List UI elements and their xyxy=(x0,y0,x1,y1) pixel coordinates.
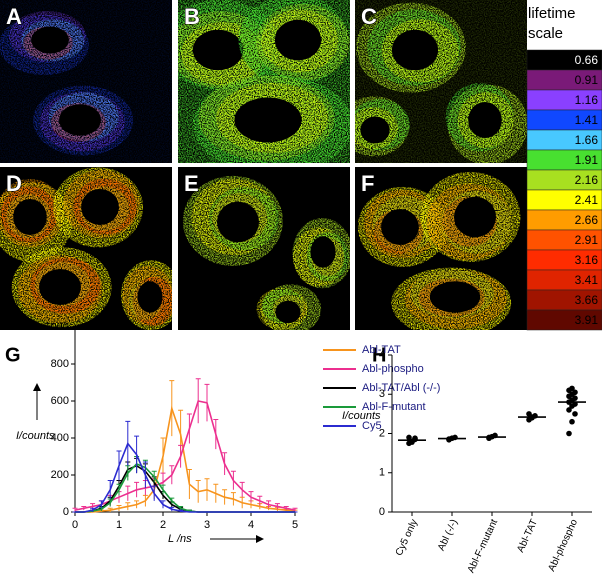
y-tick-label: 1000 xyxy=(45,321,69,333)
scale-label: 0.66 xyxy=(575,53,599,67)
nucleus xyxy=(391,29,439,71)
y-tick-label: 200 xyxy=(51,469,69,481)
x-tick-label: Abl (-/-) xyxy=(436,518,460,553)
cells xyxy=(357,171,521,330)
microscopy-panel: B xyxy=(178,0,350,163)
y-tick-label: 0 xyxy=(379,506,385,518)
scale-label: 2.16 xyxy=(575,173,599,187)
nucleus xyxy=(381,209,419,245)
nucleus xyxy=(454,196,496,238)
nucleus xyxy=(137,281,163,313)
cells xyxy=(355,0,527,163)
data-point xyxy=(406,434,412,441)
x-tick-label: Cy5 only xyxy=(394,518,420,558)
nucleus xyxy=(192,29,244,71)
data-point xyxy=(569,418,575,425)
panel-label: H xyxy=(372,344,386,366)
panel-label: E xyxy=(184,171,199,196)
x-axis-label: L /ns xyxy=(168,533,192,545)
nucleus xyxy=(468,102,502,138)
scale-label: 1.91 xyxy=(575,153,599,167)
nucleus xyxy=(360,116,390,144)
legend-label: Abl-TAT/Abl (-/-) xyxy=(362,382,440,394)
scale-label: 1.16 xyxy=(575,93,599,107)
panel-label: D xyxy=(6,171,22,196)
x-tick-label: 0 xyxy=(72,519,78,531)
data-point xyxy=(572,395,578,401)
nucleus xyxy=(310,236,336,268)
legend-label: Abl-F-mutant xyxy=(362,401,426,413)
legend-label: Abl-TAT xyxy=(362,344,401,356)
x-tick-label: 1 xyxy=(116,519,122,531)
microscopy-panel: D xyxy=(0,167,172,330)
legend-label: Abl-phospho xyxy=(362,363,424,375)
cells xyxy=(0,0,172,163)
data-point xyxy=(569,385,575,392)
y-tick-label: 4 xyxy=(379,349,385,361)
data-point xyxy=(572,389,578,396)
nucleus xyxy=(81,189,119,225)
cells xyxy=(178,0,350,163)
scale-label: 3.16 xyxy=(575,253,599,267)
scale-label: 2.66 xyxy=(575,213,599,227)
nucleus xyxy=(275,300,301,324)
y-tick-label: 2 xyxy=(379,427,385,439)
microscopy-panel: E xyxy=(178,167,350,330)
data-point xyxy=(566,430,572,437)
x-tick-label: 3 xyxy=(204,519,210,531)
panel-label: B xyxy=(184,4,200,29)
x-tick-label: Abl-F-mutant xyxy=(466,518,500,575)
scale-label: 2.41 xyxy=(575,193,599,207)
y-axis-label: I/counts xyxy=(16,430,55,442)
scale-label: 2.91 xyxy=(575,233,599,247)
y-tick-label: 400 xyxy=(51,432,69,444)
nucleus xyxy=(217,201,259,243)
cells xyxy=(0,167,172,330)
series-line xyxy=(75,441,295,513)
scale-swatch xyxy=(526,309,602,331)
panel-label: G xyxy=(5,344,21,366)
y-tick-label: 800 xyxy=(51,358,69,370)
nucleus xyxy=(59,104,101,136)
y-tick-label: 600 xyxy=(51,395,69,407)
nucleus xyxy=(429,281,481,313)
scale-label: 3.41 xyxy=(575,273,599,287)
y-axis-label: I/counts xyxy=(342,410,381,422)
legend-label: Cy5 xyxy=(362,420,382,432)
scale-label: 1.66 xyxy=(575,133,599,147)
y-tick-label: 3 xyxy=(379,388,385,400)
microscopy-panel: C xyxy=(355,0,527,163)
cells xyxy=(182,175,350,330)
x-tick-label: 4 xyxy=(248,519,254,531)
scale-label: 0.91 xyxy=(575,73,599,87)
scale-label: 3.66 xyxy=(575,293,599,307)
microscopy-panel: F xyxy=(355,167,527,330)
scale-label: 3.91 xyxy=(575,313,599,327)
nucleus xyxy=(234,97,302,143)
x-tick-label: Abl-TAT xyxy=(515,518,540,555)
y-tick-label: 0 xyxy=(63,506,69,518)
y-tick-label: 1 xyxy=(379,467,385,479)
panel-label: C xyxy=(361,4,377,29)
nucleus xyxy=(31,26,69,54)
scale-title: lifetime scale xyxy=(528,5,576,42)
series-line xyxy=(75,405,296,513)
series-line xyxy=(75,462,295,513)
nucleus xyxy=(39,269,81,305)
nucleus xyxy=(13,199,47,235)
panel-label: F xyxy=(361,171,374,196)
nucleus xyxy=(274,19,322,61)
data-point xyxy=(566,407,572,413)
data-point xyxy=(572,411,578,417)
scale-label: 1.41 xyxy=(575,113,599,127)
panel-label: A xyxy=(6,4,22,29)
microscopy-panel: A xyxy=(0,0,172,163)
x-tick-label: 2 xyxy=(160,519,166,531)
x-tick-label: Abl-phospho xyxy=(546,517,580,573)
x-tick-label: 5 xyxy=(292,519,298,531)
